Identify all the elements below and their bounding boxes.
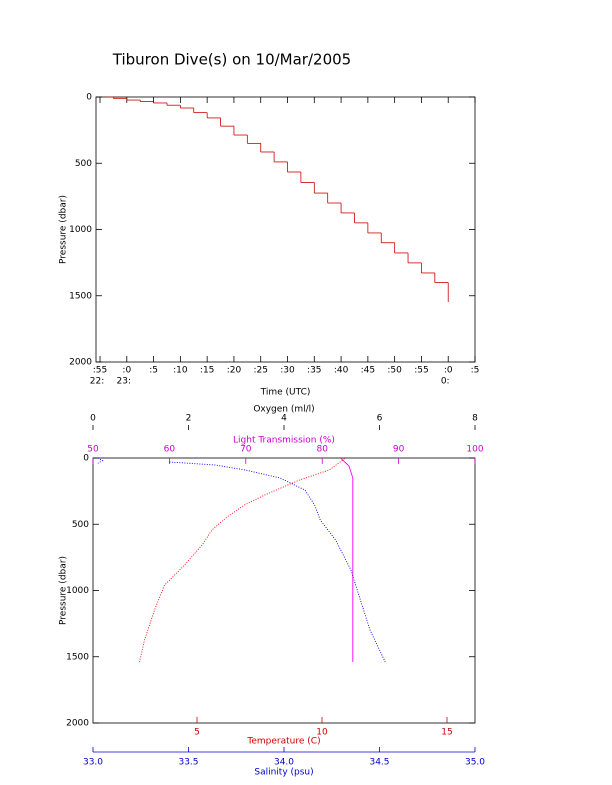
x-axis-label: Oxygen (ml/l) [253,405,314,415]
x-axis-label: Temperature (C) [246,737,320,747]
profile-line [340,458,354,662]
profile-line [169,461,386,663]
x-tick-label: 60 [164,445,176,455]
y-tick-label: 1000 [66,586,89,596]
x-tick-label: 5 [194,728,200,738]
y-tick-label: 2000 [66,719,89,729]
x-tick-label: :40 [334,366,349,376]
profile-line [97,457,104,464]
x-tick-label: 15 [441,728,452,738]
x-tick-label: 0: [441,377,450,387]
x-tick-label: :55 [93,366,107,376]
x-tick-label: :5 [149,366,158,376]
profile-line [139,458,345,663]
y-tick-label: 1500 [69,291,92,301]
x-tick-label: 2 [186,414,192,424]
x-tick-label: 34.0 [274,758,294,768]
chart-title: Tiburon Dive(s) on 10/Mar/2005 [112,51,351,69]
x-tick-label: :35 [307,366,321,376]
x-tick-label: :50 [387,366,402,376]
x-tick-label: :25 [253,366,267,376]
x-axis-label: Light Transmission (%) [233,436,335,446]
x-tick-label: :5 [471,366,480,376]
y-axis-label: Pressure (dbar) [59,556,69,625]
x-tick-label: :20 [227,366,242,376]
x-axis-label: Time (UTC) [260,388,311,398]
x-axis-label: Salinity (psu) [254,768,313,778]
x-tick-label: :0 [444,366,453,376]
y-tick-label: 1000 [69,225,92,235]
y-tick-label: 1500 [66,652,89,662]
y-tick-label: 500 [75,159,92,169]
plot-frame [95,96,476,363]
x-tick-label: 33.0 [83,758,103,768]
x-tick-label: 23: [117,377,131,387]
x-tick-label: 70 [240,445,252,455]
y-tick-label: 0 [83,454,89,464]
x-tick-label: 90 [393,445,405,455]
x-tick-label: 33.5 [178,758,198,768]
x-tick-label: 22: [90,377,104,387]
x-tick-label: 34.5 [369,758,389,768]
x-tick-label: 10 [316,728,328,738]
y-tick-label: 2000 [69,358,92,368]
x-tick-label: 100 [466,445,483,455]
y-axis-label: Pressure (dbar) [59,195,69,264]
x-tick-label: 80 [316,445,328,455]
plot-frame [92,457,476,724]
x-tick-label: 0 [90,414,96,424]
x-tick-label: :55 [414,366,428,376]
x-tick-label: :30 [280,366,295,376]
x-tick-label: 50 [87,445,99,455]
x-tick-label: :10 [173,366,188,376]
x-tick-label: :15 [200,366,214,376]
x-tick-label: 6 [377,414,383,424]
x-tick-label: :0 [122,366,131,376]
y-tick-label: 500 [72,520,89,530]
x-tick-label: 8 [472,414,478,424]
y-tick-label: 0 [86,93,92,103]
x-tick-label: 4 [281,414,287,424]
x-tick-label: 35.0 [465,758,485,768]
x-tick-label: :45 [361,366,375,376]
